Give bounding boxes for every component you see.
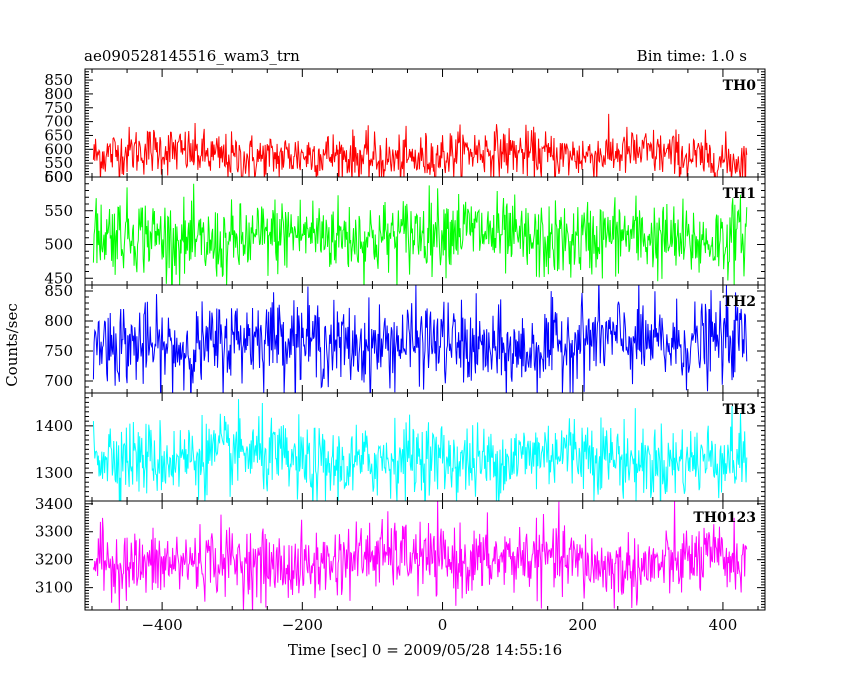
y-tick-label: 500 [44,168,73,186]
x-tick-label: 200 [568,616,597,634]
y-tick-label: 450 [44,269,73,287]
panel-label-th0123: TH0123 [693,510,756,526]
y-tick-label: 800 [44,312,73,330]
y-tick-label: 1300 [35,464,73,482]
series-line-th0123 [92,501,748,610]
x-tick-label: 400 [709,616,738,634]
chart-title: ae090528145516_wam3_trn [84,47,300,65]
series-line-th1 [92,183,748,285]
x-tick-label: −400 [142,616,183,634]
y-tick-label: 3200 [35,551,73,569]
x-tick-label: 0 [438,616,448,634]
panel-label-th2: TH2 [723,294,756,310]
series-line-th0 [92,113,748,177]
panel-frame-th0123 [84,500,766,611]
y-tick-label: 1400 [35,417,73,435]
y-tick-label: 550 [44,202,73,220]
y-tick-label: 850 [44,71,73,89]
panel-label-th1: TH1 [723,186,756,202]
y-tick-label: 500 [44,236,73,254]
x-axis-title: Time [sec] 0 = 2009/05/28 14:55:16 [288,641,562,659]
y-tick-label: 550 [44,154,73,172]
y-tick-label: 3100 [35,579,73,597]
y-tick-label: 750 [44,342,73,360]
panel-label-th3: TH3 [723,402,756,418]
panel-frame-th1 [84,176,766,286]
y-tick-label: 3400 [35,495,73,513]
panel-label-th0: TH0 [723,78,757,94]
y-tick-label: 700 [44,372,73,390]
y-tick-label: 600 [44,168,73,186]
y-tick-label: 600 [44,140,73,158]
y-tick-label: 800 [44,85,73,103]
y-tick-label: 650 [44,126,73,144]
series-line-th2 [92,285,748,393]
y-tick-label: 850 [44,282,73,300]
y-axis-title: Counts/sec [3,303,21,387]
bin-time-label: Bin time: 1.0 s [637,47,747,65]
y-tick-label: 3300 [35,523,73,541]
y-tick-label: 700 [44,113,73,131]
series-line-th3 [92,399,748,501]
y-tick-label: 750 [44,99,73,117]
x-tick-label: −200 [282,616,323,634]
